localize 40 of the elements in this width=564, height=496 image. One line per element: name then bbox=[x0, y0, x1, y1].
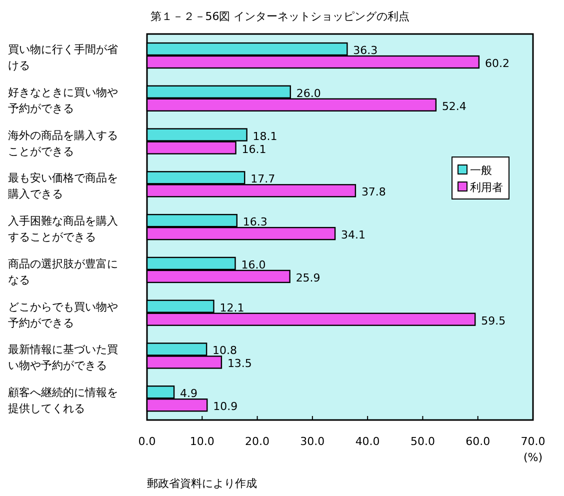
y-tick-label: 買い物に行く手間が省ける bbox=[8, 43, 118, 72]
data-label: 26.0 bbox=[296, 86, 321, 100]
x-tick-label: 10.0 bbox=[190, 435, 214, 448]
data-label: 4.9 bbox=[180, 387, 198, 400]
data-label: 17.7 bbox=[250, 172, 276, 186]
x-axis-title: (%) bbox=[523, 451, 543, 464]
y-tick-label: 最新情報に基づいた買い物や予約ができる bbox=[8, 343, 118, 372]
y-tick-label: 入手困難な商品を購入することができる bbox=[8, 214, 118, 244]
data-label: 16.1 bbox=[242, 142, 266, 156]
data-label: 10.8 bbox=[212, 344, 238, 358]
data-label: 25.9 bbox=[296, 271, 320, 284]
data-label: 34.1 bbox=[341, 228, 366, 242]
y-tick-label: 最も安い価格で商品を購入できる bbox=[8, 172, 118, 201]
data-label: 13.5 bbox=[227, 357, 252, 370]
data-label: 10.9 bbox=[213, 400, 238, 414]
y-tick-label: 好きなときに買い物や予約ができる bbox=[8, 86, 118, 115]
x-tick-label: 20.0 bbox=[245, 435, 270, 448]
y-tick-label: 商品の選択肢が豊富になる bbox=[8, 257, 118, 286]
legend-label: 利用者 bbox=[470, 181, 503, 194]
data-label: 60.2 bbox=[484, 57, 510, 70]
x-tick-label: 50.0 bbox=[410, 435, 435, 448]
chart-title: 第１－２－56図 インターネットショッピングの利点 bbox=[150, 10, 410, 23]
data-label: 37.8 bbox=[361, 186, 386, 199]
x-tick-label: 0.0 bbox=[138, 435, 156, 448]
data-label: 16.3 bbox=[242, 216, 268, 229]
legend-label: 一般 bbox=[470, 164, 492, 177]
data-label: 59.5 bbox=[481, 314, 506, 328]
data-label: 18.1 bbox=[252, 130, 278, 143]
y-tick-label: 海外の商品を購入することができる bbox=[8, 128, 118, 158]
data-label: 52.4 bbox=[442, 100, 466, 113]
x-tick-label: 30.0 bbox=[300, 435, 325, 448]
y-tick-label: 顧客へ継続的に情報を提供してくれる bbox=[8, 386, 118, 416]
text: 郵政省資料により作成 bbox=[147, 477, 257, 490]
x-tick-label: 60.0 bbox=[466, 435, 490, 448]
data-label: 16.0 bbox=[241, 258, 266, 272]
y-tick-label: どこからでも買い物や予約ができる bbox=[8, 300, 118, 330]
x-tick-label: 40.0 bbox=[355, 435, 380, 448]
data-label: 36.3 bbox=[353, 44, 378, 57]
data-label: 12.1 bbox=[220, 301, 244, 314]
x-tick-label: 70.0 bbox=[520, 435, 546, 448]
